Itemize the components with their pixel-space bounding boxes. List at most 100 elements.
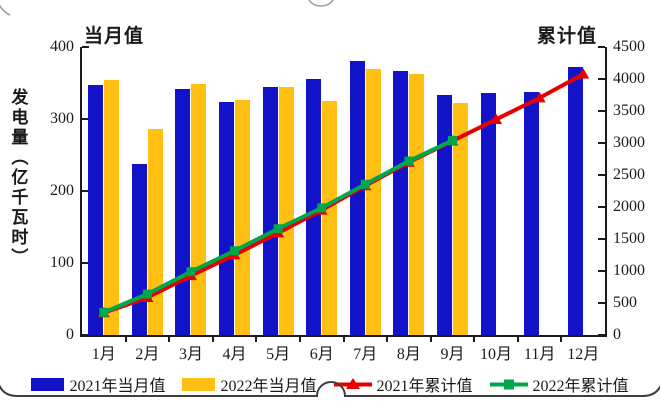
bar [104,80,120,335]
bar [409,73,425,335]
legend-line-swatch-icon [333,378,372,389]
right-axis-tick-label: 4500 [613,38,645,55]
x-axis-tick [211,337,214,342]
x-axis-tick [255,337,258,342]
bar [480,93,496,335]
left-axis-title: 当月值 [84,26,145,47]
legend-label: 2021年累计值 [376,378,473,395]
bar [567,67,583,335]
right-axis-tick [598,334,605,336]
x-axis-label: 9月 [440,346,465,363]
right-axis-tick-label: 0 [613,326,621,343]
cumulative-lines-layer [97,68,590,318]
legend-item: 2021年当月值 [31,372,165,396]
x-axis-label: 2月 [135,346,160,363]
right-axis-title: 累计值 [536,26,597,47]
legend-line-swatch-icon [489,379,528,390]
x-axis-label: 5月 [266,346,291,363]
x-axis-tick [386,337,389,342]
x-axis-tick [473,337,476,342]
left-axis-tick [82,262,89,264]
bar [452,103,468,335]
left-axis-tick-label: 100 [50,254,74,271]
square-marker [447,135,457,145]
legend-item: 2022年当月值 [182,372,317,396]
bar [262,87,278,335]
right-axis-tick-label: 2000 [613,198,645,215]
left-axis-tick-label: 200 [50,182,74,199]
bar [278,86,294,335]
top-left-corner-arc [0,4,11,16]
triangle-marker [490,113,503,124]
left-axis-tick [82,334,89,336]
x-axis-tick [342,337,345,342]
right-axis-tick-label: 1000 [613,262,645,279]
right-axis-tick [598,302,605,304]
triangle-marker [533,91,546,103]
bar [147,129,163,335]
x-axis-label: 12月 [567,346,600,363]
legend-label: 2021年当月值 [69,378,166,395]
square-marker [142,289,152,299]
square-marker [317,203,327,213]
y-axis-label: 发电量（亿千瓦时） [8,88,28,268]
right-axis-tick-label: 3000 [613,134,645,151]
right-axis-tick-label: 1500 [613,230,645,247]
x-axis-tick [516,337,519,342]
bar [88,85,104,335]
left-axis-tick-label: 300 [50,110,74,127]
x-axis-label: 3月 [178,346,203,363]
legend: 2021年当月值 2022年当月值 2021年累计值 2022年累计值 [0,371,660,397]
line-2021年累计值 [103,72,585,315]
x-axis-label: 7月 [353,346,378,363]
x-axis-label: 10月 [480,346,513,363]
right-axis-tick-label: 3500 [613,102,645,119]
right-axis-tick-label: 4000 [613,70,645,87]
bar [436,95,452,335]
bar [365,69,381,335]
top-center-circle-decoration [308,0,334,7]
square-marker [99,307,109,317]
right-axis-tick-label: 500 [613,294,637,311]
x-axis-tick [560,337,563,342]
bar [219,101,235,335]
square-marker [360,179,370,189]
x-axis-tick [298,337,301,342]
left-axis-tick [82,46,89,48]
square-marker [273,224,283,234]
right-axis-tick [598,174,605,176]
x-axis-label: 4月 [222,346,247,363]
x-axis-tick [168,337,171,342]
legend-item: 2022年累计值 [489,372,629,396]
square-marker [404,156,414,166]
bar [524,92,540,335]
right-axis-tick-label: 2500 [613,166,645,183]
x-axis-tick [124,337,127,342]
left-axis-tick [82,190,89,192]
bar [235,99,251,335]
right-axis-tick [598,238,605,240]
x-axis-label: 1月 [91,346,116,363]
legend-item: 2021年累计值 [333,372,473,396]
bar [306,78,322,335]
x-axis-tick [429,337,432,342]
bar [349,60,365,335]
right-axis-tick [598,78,605,80]
right-axis-tick [598,206,605,208]
bar [393,71,409,335]
legend-label: 2022年当月值 [220,378,317,395]
left-axis-tick-label: 0 [66,326,74,343]
left-axis-tick [82,118,89,120]
left-axis-tick-label: 400 [50,38,74,55]
x-axis-label: 11月 [523,346,556,363]
square-marker [186,267,196,277]
square-marker [230,246,240,256]
right-axis-tick [598,110,605,112]
plot-area: 0 100 200 300 400 0 500 1000 1500 2000 2500 3000 350… [50,38,645,363]
right-axis-tick [598,46,605,48]
legend-bar-swatch-icon [31,377,65,391]
bar [322,101,338,335]
right-axis-tick [598,270,605,272]
right-axis-tick [598,142,605,144]
